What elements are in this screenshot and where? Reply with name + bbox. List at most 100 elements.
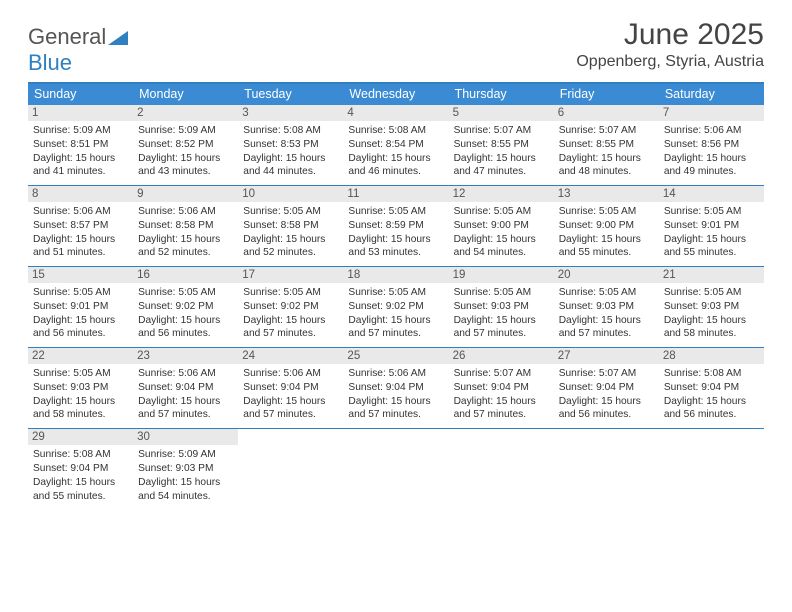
daylight-line-b: and 57 minutes. (243, 408, 338, 422)
day-header-row: Sunday Monday Tuesday Wednesday Thursday… (28, 84, 764, 105)
day-cell: 19Sunrise: 5:05 AMSunset: 9:03 PMDayligh… (449, 267, 554, 347)
daylight-line-b: and 48 minutes. (559, 165, 654, 179)
day-number: 28 (659, 348, 764, 364)
day-number: 29 (28, 429, 133, 445)
week-row: 15Sunrise: 5:05 AMSunset: 9:01 PMDayligh… (28, 266, 764, 347)
daylight-line-a: Daylight: 15 hours (454, 314, 549, 328)
day-cell (449, 429, 554, 509)
daylight-line-b: and 51 minutes. (33, 246, 128, 260)
day-cell: 15Sunrise: 5:05 AMSunset: 9:01 PMDayligh… (28, 267, 133, 347)
sunset-line: Sunset: 9:04 PM (348, 381, 443, 395)
day-cell: 24Sunrise: 5:06 AMSunset: 9:04 PMDayligh… (238, 348, 343, 428)
sunset-line: Sunset: 9:03 PM (138, 462, 233, 476)
day-cell: 28 Sunrise: 5:08 AMSunset: 9:04 PMDayligh… (659, 348, 764, 428)
daylight-line-a: Daylight: 15 hours (33, 233, 128, 247)
sunrise-line: Sunrise: 5:05 AM (243, 286, 338, 300)
daylight-line-a: Daylight: 15 hours (348, 314, 443, 328)
sunrise-line: Sunrise: 5:08 AM (348, 124, 443, 138)
header: General Blue June 2025 Oppenberg, Styria… (28, 18, 764, 76)
day-number: 9 (133, 186, 238, 202)
sunrise-line: Sunrise: 5:05 AM (454, 205, 549, 219)
daylight-line-b: and 56 minutes. (664, 408, 759, 422)
sunset-line: Sunset: 9:02 PM (348, 300, 443, 314)
day-cell: 30Sunrise: 5:09 AMSunset: 9:03 PMDayligh… (133, 429, 238, 509)
day-cell (343, 429, 448, 509)
sunrise-line: Sunrise: 5:05 AM (559, 205, 654, 219)
daylight-line-b: and 57 minutes. (348, 327, 443, 341)
daylight-line-a: Daylight: 15 hours (243, 395, 338, 409)
sunset-line: Sunset: 9:03 PM (454, 300, 549, 314)
logo-triangle-icon (108, 31, 128, 45)
sunset-line: Sunset: 9:02 PM (138, 300, 233, 314)
daylight-line-b: and 57 minutes. (138, 408, 233, 422)
daylight-line-b: and 43 minutes. (138, 165, 233, 179)
daylight-line-a: Daylight: 15 hours (243, 152, 338, 166)
daylight-line-a: Daylight: 15 hours (664, 233, 759, 247)
daylight-line-b: and 52 minutes. (243, 246, 338, 260)
daylight-line-b: and 54 minutes. (454, 246, 549, 260)
day-cell: 6Sunrise: 5:07 AMSunset: 8:55 PMDaylight… (554, 105, 659, 185)
sunset-line: Sunset: 8:57 PM (33, 219, 128, 233)
daylight-line-a: Daylight: 15 hours (348, 233, 443, 247)
week-row: 22Sunrise: 5:05 AMSunset: 9:03 PMDayligh… (28, 347, 764, 428)
sunrise-line: Sunrise: 5:09 AM (138, 124, 233, 138)
day-number: 21 (659, 267, 764, 283)
daylight-line-b: and 57 minutes. (454, 408, 549, 422)
sunrise-line: Sunrise: 5:08 AM (664, 367, 759, 381)
day-number: 26 (449, 348, 554, 364)
day-number: 5 (449, 105, 554, 121)
daylight-line-b: and 57 minutes. (243, 327, 338, 341)
day-cell: 7Sunrise: 5:06 AMSunset: 8:56 PMDaylight… (659, 105, 764, 185)
daylight-line-a: Daylight: 15 hours (559, 152, 654, 166)
logo-blue: Blue (28, 50, 72, 75)
daylight-line-a: Daylight: 15 hours (138, 314, 233, 328)
sunset-line: Sunset: 9:00 PM (559, 219, 654, 233)
daylight-line-b: and 54 minutes. (138, 490, 233, 504)
sunrise-line: Sunrise: 5:06 AM (138, 205, 233, 219)
sunset-line: Sunset: 9:04 PM (138, 381, 233, 395)
page-title: June 2025 (576, 18, 764, 51)
daylight-line-a: Daylight: 15 hours (559, 314, 654, 328)
daylight-line-b: and 53 minutes. (348, 246, 443, 260)
daylight-line-a: Daylight: 15 hours (664, 395, 759, 409)
daylight-line-b: and 55 minutes. (559, 246, 654, 260)
week-row: 29Sunrise: 5:08 AMSunset: 9:04 PMDayligh… (28, 428, 764, 509)
daylight-line-b: and 58 minutes. (664, 327, 759, 341)
sunrise-line: Sunrise: 5:06 AM (664, 124, 759, 138)
daylight-line-b: and 47 minutes. (454, 165, 549, 179)
sunrise-line: Sunrise: 5:07 AM (559, 124, 654, 138)
sunrise-line: Sunrise: 5:09 AM (33, 124, 128, 138)
day-number: 7 (659, 105, 764, 121)
day-number: 18 (343, 267, 448, 283)
logo-text: General Blue (28, 24, 128, 76)
sunset-line: Sunset: 9:03 PM (664, 300, 759, 314)
daylight-line-b: and 49 minutes. (664, 165, 759, 179)
sunset-line: Sunset: 9:04 PM (664, 381, 759, 395)
daylight-line-a: Daylight: 15 hours (454, 395, 549, 409)
sunrise-line: Sunrise: 5:05 AM (33, 286, 128, 300)
sunset-line: Sunset: 8:58 PM (138, 219, 233, 233)
day-number: 13 (554, 186, 659, 202)
day-cell: 3Sunrise: 5:08 AMSunset: 8:53 PMDaylight… (238, 105, 343, 185)
sunset-line: Sunset: 9:04 PM (454, 381, 549, 395)
day-number: 27 (554, 348, 659, 364)
daylight-line-b: and 56 minutes. (559, 408, 654, 422)
sunset-line: Sunset: 8:51 PM (33, 138, 128, 152)
day-cell: 11Sunrise: 5:05 AMSunset: 8:59 PMDayligh… (343, 186, 448, 266)
sunset-line: Sunset: 9:02 PM (243, 300, 338, 314)
day-number: 24 (238, 348, 343, 364)
sunrise-line: Sunrise: 5:05 AM (33, 367, 128, 381)
daylight-line-b: and 55 minutes. (33, 490, 128, 504)
sunset-line: Sunset: 9:01 PM (664, 219, 759, 233)
day-number: 11 (343, 186, 448, 202)
day-number: 1 (28, 105, 133, 121)
daylight-line-b: and 56 minutes. (138, 327, 233, 341)
sunrise-line: Sunrise: 5:09 AM (138, 448, 233, 462)
day-cell: 9Sunrise: 5:06 AMSunset: 8:58 PMDaylight… (133, 186, 238, 266)
day-cell: 5Sunrise: 5:07 AMSunset: 8:55 PMDaylight… (449, 105, 554, 185)
daylight-line-a: Daylight: 15 hours (664, 152, 759, 166)
day-cell: 20Sunrise: 5:05 AMSunset: 9:03 PMDayligh… (554, 267, 659, 347)
daylight-line-a: Daylight: 15 hours (33, 314, 128, 328)
sunset-line: Sunset: 8:54 PM (348, 138, 443, 152)
day-number: 25 (343, 348, 448, 364)
